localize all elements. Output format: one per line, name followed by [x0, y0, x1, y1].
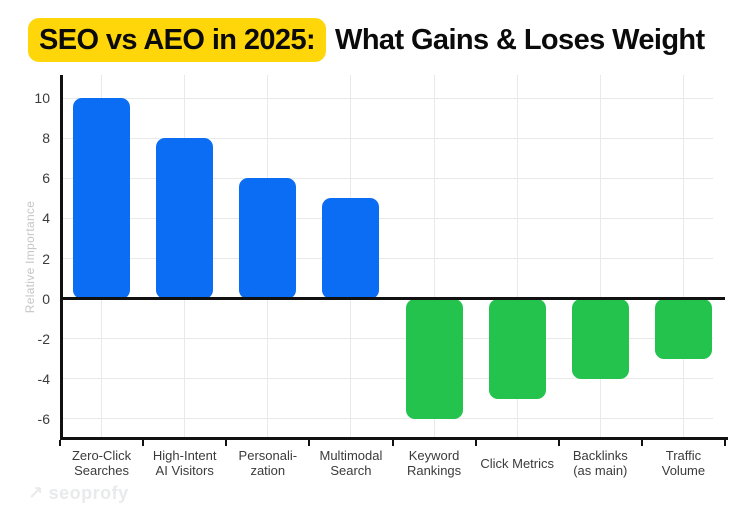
- x-category-label: Backlinks (as main): [572, 448, 628, 478]
- gridline-horizontal-8: [60, 137, 713, 139]
- bar-personali-zation: [239, 178, 297, 299]
- x-category-label: Multimodal Search: [319, 448, 383, 478]
- x-axis-tick: [391, 440, 394, 446]
- x-category-label: Personali- zation: [238, 448, 298, 478]
- x-axis-tick: [142, 440, 145, 446]
- y-axis-tick-label: -6: [37, 410, 50, 427]
- gridline-horizontal-4: [60, 217, 713, 219]
- x-axis-tick: [640, 440, 643, 446]
- gridline-horizontal--2: [60, 338, 713, 340]
- chart-title-rest: What Gains & Loses Weight: [335, 23, 705, 56]
- gridline-horizontal-2: [60, 258, 713, 259]
- gridline-horizontal--4: [60, 378, 713, 380]
- x-axis-line: [60, 437, 728, 440]
- chart-title-highlight: SEO vs AEO in 2025:: [28, 18, 327, 62]
- y-axis-tick-label: 6: [42, 170, 50, 187]
- bar-high-intent-ai-visitors: [156, 138, 214, 299]
- gridline-horizontal-10: [60, 97, 713, 99]
- plot-area: 10 8 6 4 2 0 -2 -4 -6 Zero-Click Searches High-Int…: [34, 75, 728, 478]
- bar-keyword-rankings: [405, 298, 463, 419]
- gridline-vertical-5: [516, 75, 518, 440]
- bar-multimodal-search: [322, 198, 380, 299]
- x-category-label: High-Intent AI Visitors: [152, 448, 217, 478]
- y-axis-tick-label: 0: [42, 290, 50, 307]
- gridline-horizontal-6: [60, 177, 713, 179]
- bar-zero-click-searches: [73, 98, 131, 299]
- x-category-label: Traffic Volume: [661, 448, 706, 478]
- y-axis-tick-label: 8: [42, 130, 50, 147]
- gridline-vertical-4: [433, 75, 435, 440]
- y-axis-tick-label: -4: [37, 370, 50, 387]
- y-axis-tick-label: -2: [37, 330, 50, 347]
- gridline-vertical-7: [682, 75, 684, 440]
- seoprofy-logo-text: seoprofy: [48, 483, 129, 503]
- x-axis-tick: [59, 440, 61, 446]
- x-axis-tick: [557, 440, 560, 446]
- arrow-up-right-icon: ↗: [28, 483, 44, 503]
- x-axis-tick: [474, 440, 477, 446]
- x-axis-tick: [225, 440, 228, 446]
- x-axis-tick: [724, 440, 726, 446]
- chart-title: SEO vs AEO in 2025: What Gains & Loses W…: [28, 18, 705, 62]
- x-category-label: Keyword Rankings: [406, 448, 462, 478]
- x-axis-tick: [308, 440, 311, 446]
- y-axis-tick-label: 2: [42, 250, 50, 267]
- gridline-horizontal--6: [60, 418, 713, 420]
- bar-backlinks-as-main: [571, 298, 629, 379]
- bar-traffic-volume: [654, 298, 712, 359]
- gridline-vertical-6: [599, 75, 601, 440]
- x-category-label: Zero-Click Searches: [71, 448, 132, 478]
- y-axis-tick-label: 4: [42, 210, 50, 227]
- bar-click-metrics: [488, 298, 546, 399]
- y-axis-tick-label: 10: [34, 90, 50, 107]
- y-axis-line: [60, 75, 63, 440]
- seoprofy-logo: ↗ seoprofy: [28, 483, 129, 504]
- zero-axis-line: [60, 297, 725, 301]
- x-category-label: Click Metrics: [480, 455, 555, 471]
